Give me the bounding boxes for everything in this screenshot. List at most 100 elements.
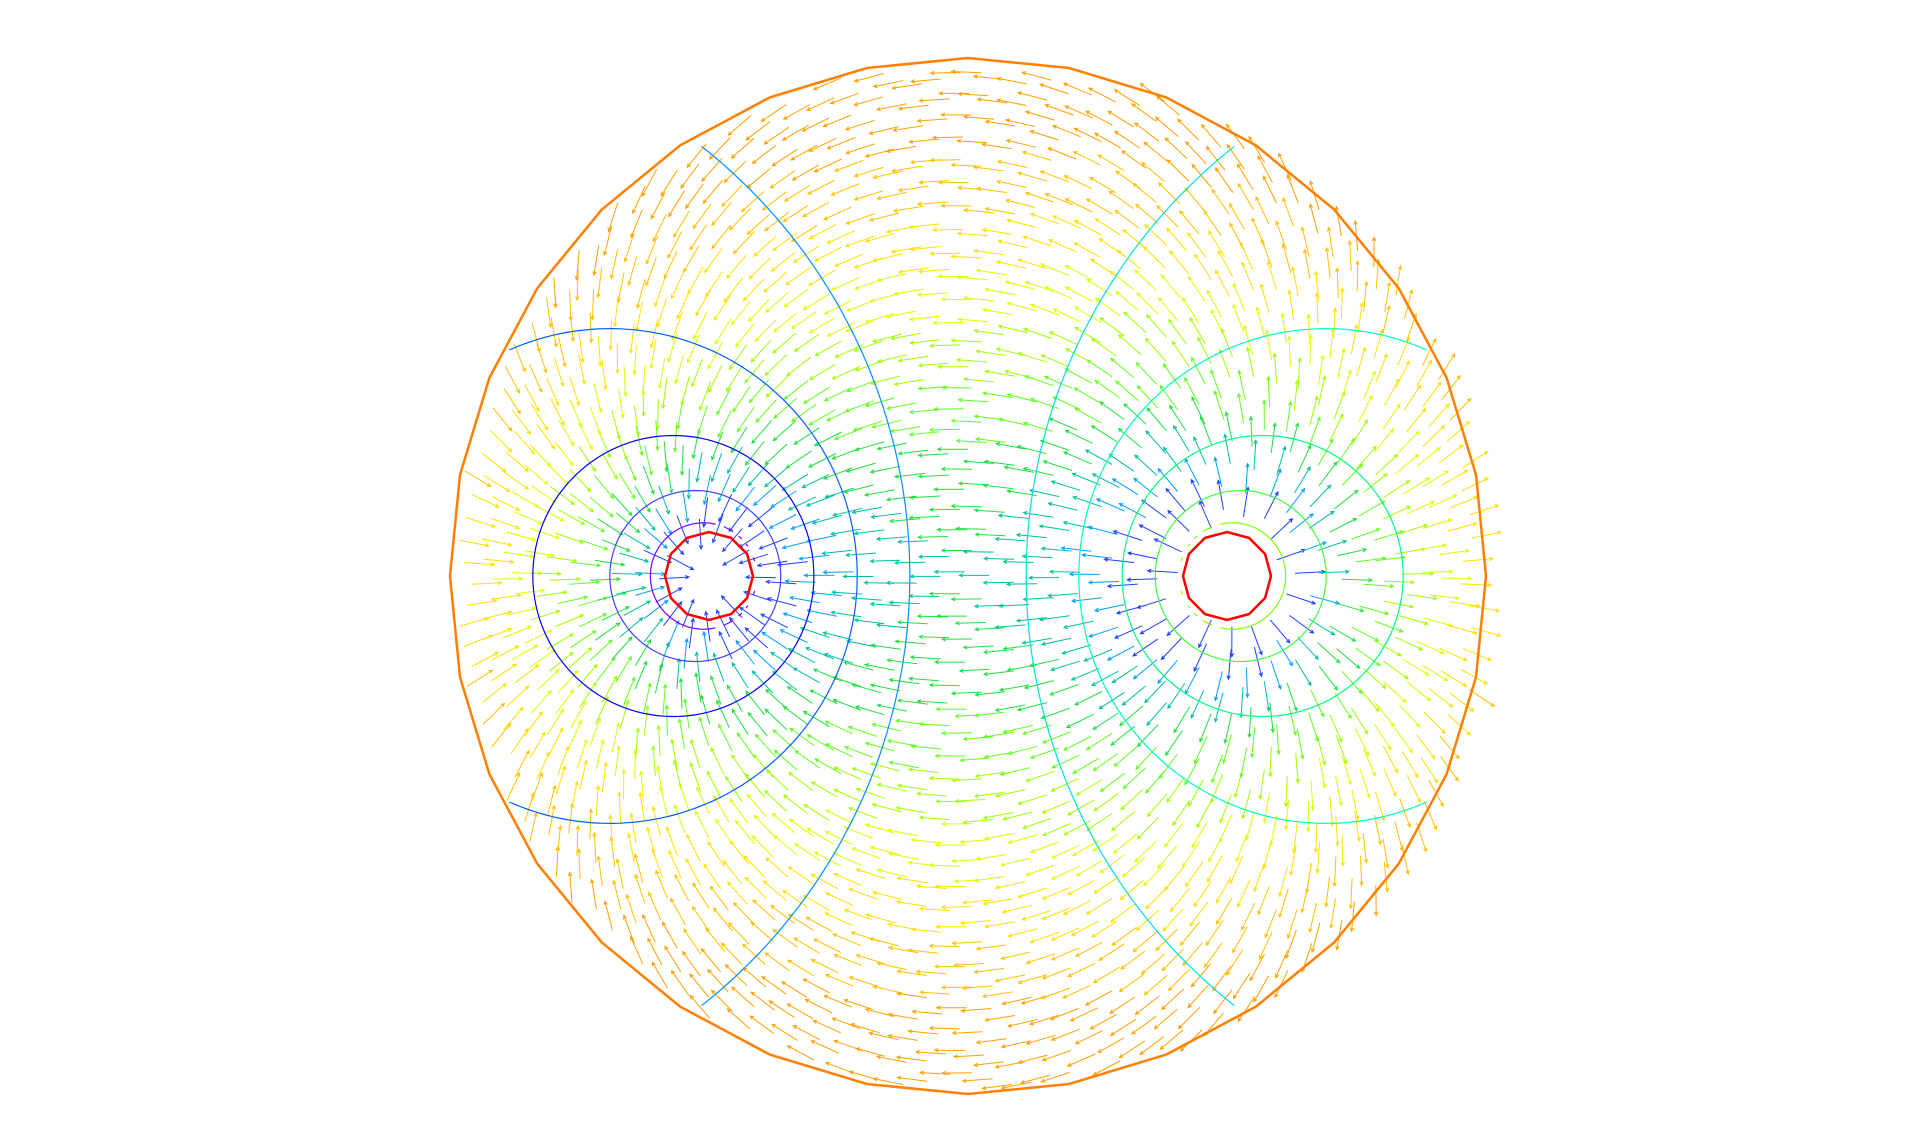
velocity-arrow	[1332, 307, 1338, 339]
velocity-arrow	[1190, 478, 1205, 507]
velocity-arrow	[801, 474, 830, 489]
velocity-arrow	[1416, 734, 1436, 760]
velocity-arrow	[1329, 517, 1358, 533]
velocity-arrow	[705, 271, 723, 298]
velocity-arrow	[744, 574, 776, 580]
velocity-arrow	[730, 300, 751, 326]
velocity-arrow	[615, 342, 620, 375]
velocity-arrow	[1184, 376, 1200, 405]
velocity-arrow	[633, 853, 644, 884]
velocity-arrow	[1130, 1015, 1157, 1035]
velocity-arrow	[863, 663, 895, 671]
velocity-arrow	[1306, 801, 1311, 833]
velocity-arrow	[917, 292, 949, 297]
velocity-arrow	[529, 811, 538, 843]
velocity-arrow	[950, 69, 982, 74]
velocity-arrow	[732, 901, 755, 925]
velocity-arrow	[951, 940, 983, 946]
velocity-arrow	[872, 1077, 904, 1086]
velocity-arrow	[1016, 702, 1047, 712]
velocity-arrow	[1072, 495, 1102, 508]
velocity-arrow	[885, 310, 917, 319]
velocity-arrow	[1324, 246, 1331, 278]
velocity-arrow	[869, 558, 901, 564]
velocity-arrow	[629, 812, 637, 844]
velocity-arrow	[1071, 757, 1100, 774]
velocity-arrow	[1309, 203, 1319, 234]
velocity-arrow	[1253, 975, 1270, 1003]
velocity-arrow	[673, 803, 686, 834]
velocity-arrow	[834, 253, 864, 267]
velocity-arrow	[954, 620, 986, 626]
velocity-arrow	[1134, 840, 1157, 863]
velocity-arrow	[1164, 137, 1188, 159]
velocity-arrow	[634, 660, 648, 690]
velocity-arrow	[503, 551, 535, 559]
velocity-arrow	[549, 577, 581, 582]
velocity-arrow	[650, 191, 666, 220]
velocity-arrow	[951, 1030, 983, 1036]
velocity-arrow	[782, 104, 811, 120]
velocity-arrow	[872, 253, 903, 263]
velocity-arrow	[916, 791, 948, 797]
velocity-arrow	[813, 851, 842, 867]
velocity-arrow	[1382, 505, 1412, 520]
velocity-arrow	[916, 614, 948, 619]
velocity-arrow	[821, 549, 853, 556]
velocity-arrow	[1164, 730, 1183, 757]
velocity-arrow	[823, 300, 852, 315]
velocity-arrow	[1274, 969, 1289, 999]
velocity-arrow	[673, 210, 690, 238]
velocity-arrow	[1041, 823, 1071, 836]
velocity-arrow	[623, 600, 652, 616]
velocity-arrow	[1278, 152, 1292, 181]
velocity-arrow	[680, 163, 700, 189]
velocity-arrow	[957, 481, 989, 486]
velocity-arrow	[772, 670, 798, 691]
velocity-arrow	[769, 170, 796, 189]
velocity-arrow	[634, 485, 651, 513]
velocity-arrow	[1383, 660, 1409, 680]
velocity-arrow	[1351, 789, 1360, 821]
velocity-arrow	[1278, 888, 1289, 919]
velocity-arrow	[1084, 990, 1113, 1006]
velocity-arrow	[524, 384, 540, 413]
velocity-arrow	[1335, 775, 1343, 807]
velocity-arrow	[1308, 510, 1335, 529]
velocity-arrow	[958, 573, 990, 578]
velocity-arrow	[908, 315, 940, 322]
velocity-arrow	[1064, 265, 1093, 281]
velocity-arrow	[934, 659, 966, 665]
velocity-arrow	[786, 356, 812, 377]
velocity-arrow	[887, 945, 919, 954]
velocity-arrow	[1359, 688, 1380, 713]
velocity-arrow	[1136, 816, 1159, 840]
velocity-arrow	[974, 691, 1006, 697]
velocity-arrow	[1021, 910, 1052, 921]
velocity-arrow	[618, 388, 625, 420]
velocity-arrow	[1187, 232, 1207, 258]
velocity-arrow	[791, 164, 820, 181]
velocity-arrow	[1261, 398, 1267, 431]
velocity-arrow	[1181, 841, 1200, 868]
velocity-arrow	[1006, 393, 1037, 403]
velocity-arrow	[752, 753, 774, 778]
velocity-arrow	[711, 431, 724, 461]
velocity-arrow	[996, 76, 1027, 85]
velocity-arrow	[577, 663, 598, 688]
velocity-arrow	[1421, 337, 1437, 367]
velocity-arrow	[464, 470, 492, 488]
velocity-arrow	[1193, 735, 1208, 765]
velocity-arrow	[1218, 348, 1231, 378]
velocity-arrow	[1004, 198, 1036, 208]
velocity-arrow	[1065, 713, 1094, 728]
velocity-arrow	[833, 873, 863, 887]
velocity-arrow	[1399, 704, 1421, 728]
velocity-arrow	[730, 137, 755, 159]
velocity-arrow	[655, 587, 683, 603]
velocity-arrow	[1156, 204, 1179, 228]
velocity-arrow	[1259, 283, 1270, 314]
velocity-arrow	[1065, 348, 1093, 364]
velocity-arrow	[808, 316, 836, 334]
velocity-arrow	[808, 223, 837, 240]
